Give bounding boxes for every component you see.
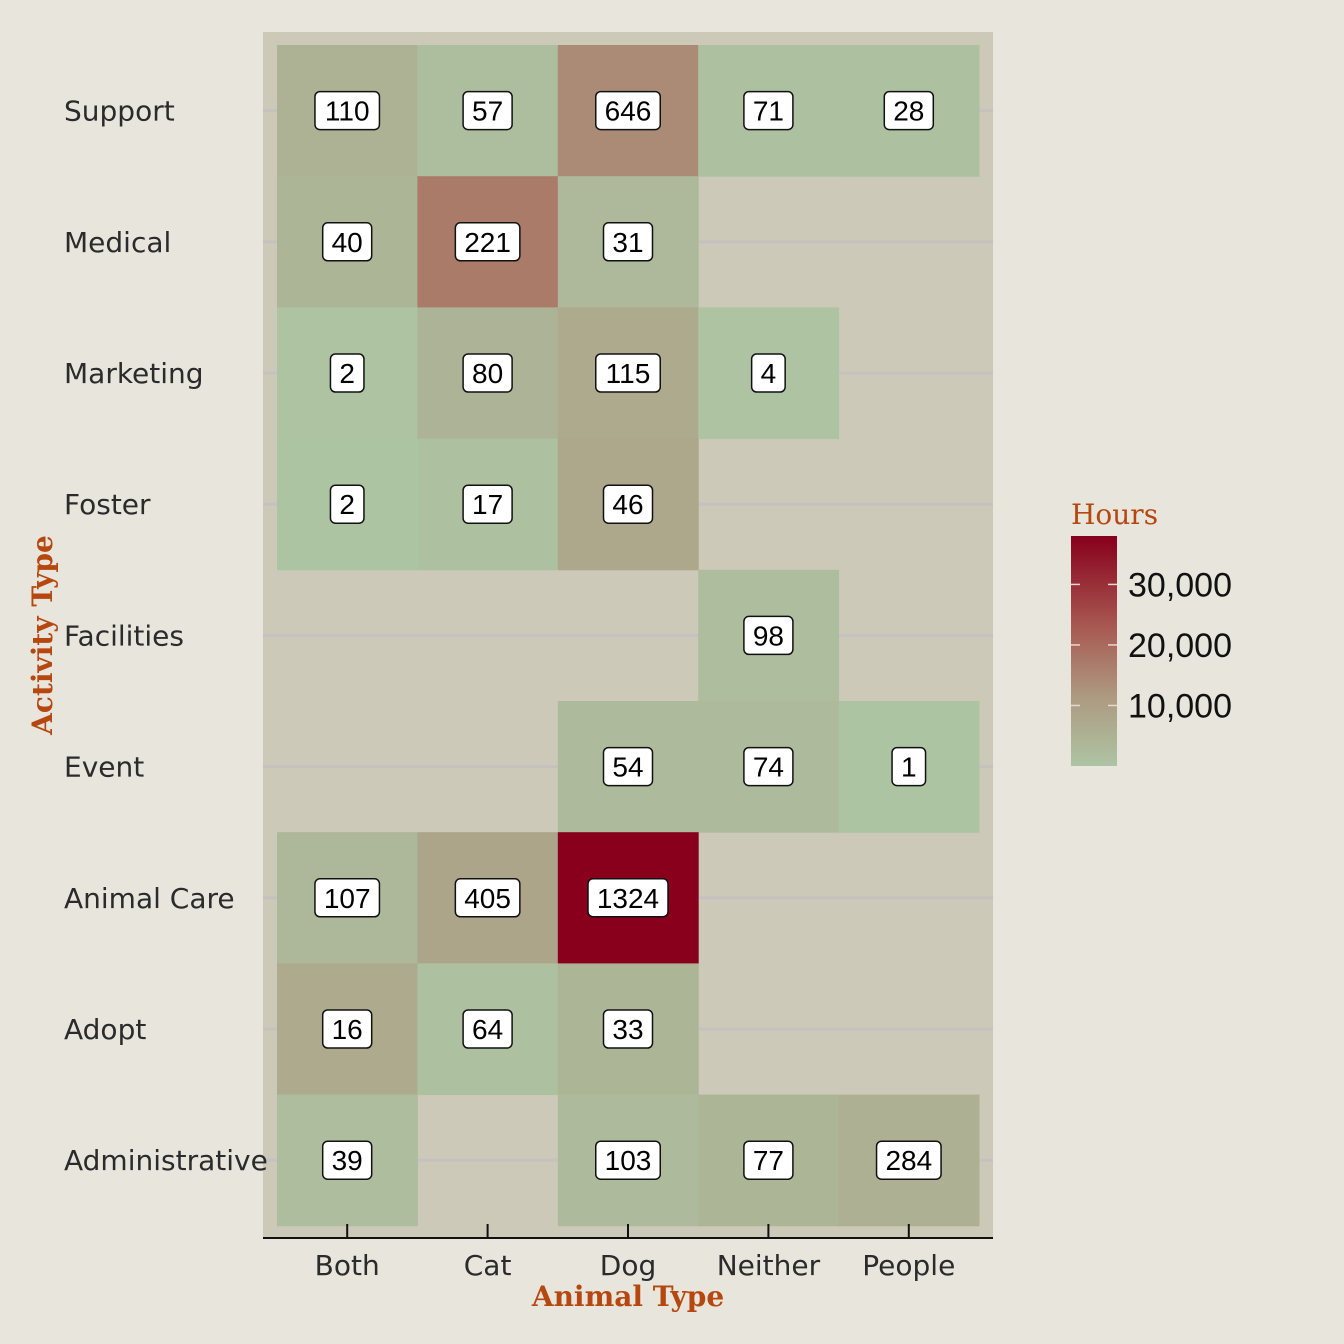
y-tick-label: Facilities <box>64 619 184 652</box>
cell-label-box <box>314 90 381 131</box>
color-legend: Hours 10,000 20,000 30,000 <box>1071 498 1232 766</box>
x-tick-label: Cat <box>464 1249 512 1282</box>
cell-label-box <box>602 222 654 262</box>
cell-label: 4 <box>761 358 777 389</box>
x-axis: Both Cat Dog Neither People <box>263 1224 993 1282</box>
cell-label: 2 <box>339 358 355 389</box>
y-axis-ticks: Administrative Adopt Animal Care Event Facil… <box>64 95 268 1178</box>
y-tick-label: Medical <box>64 226 171 259</box>
cell-label: 46 <box>612 489 643 520</box>
x-tick-label: People <box>862 1249 955 1282</box>
legend-tick-label: 20,000 <box>1128 627 1232 665</box>
cell-label: 77 <box>753 1145 784 1176</box>
cell-label-box <box>454 878 521 918</box>
cell-label: 57 <box>472 96 503 127</box>
x-axis-title: Animal Type <box>531 1280 724 1313</box>
legend-title: Hours <box>1071 498 1158 531</box>
legend-tick-label: 30,000 <box>1128 566 1232 604</box>
cell-label-box <box>595 90 661 131</box>
cell-label-box <box>321 1140 373 1180</box>
legend-colorbar <box>1071 536 1117 766</box>
cell-label-box <box>602 1009 654 1049</box>
cell-label: 103 <box>605 1145 652 1176</box>
cell-labels: 110 57 646 71 28 40 221 31 2 80 115 4 2 17 46 98 54 74 1 10… <box>314 90 942 1180</box>
cell-label-box <box>321 1009 373 1049</box>
cell-label: 1 <box>901 752 917 783</box>
cell-label-box <box>329 353 365 393</box>
y-axis-title: Activity Type <box>26 535 59 736</box>
cell-label-box <box>743 1140 794 1180</box>
cell-label-box <box>891 746 927 787</box>
cell-label: 2 <box>339 489 355 520</box>
x-tick-label: Dog <box>600 1249 656 1282</box>
cell-label: 40 <box>332 227 363 258</box>
cell-label-box <box>321 222 373 262</box>
x-tick-label: Both <box>315 1249 380 1282</box>
cell-label-box <box>314 878 381 918</box>
cell-label-box <box>329 484 365 524</box>
cell-label-box <box>743 746 794 787</box>
legend-tick-label: 10,000 <box>1128 687 1232 725</box>
y-tick-label: Adopt <box>64 1013 146 1046</box>
cell-label-box <box>602 484 654 524</box>
cell-label: 28 <box>893 96 924 127</box>
cell-label-box <box>743 615 794 656</box>
cell-label: 54 <box>612 752 643 783</box>
y-tick-label: Support <box>64 95 175 128</box>
cell-label: 71 <box>753 96 784 127</box>
cell-label-box <box>595 1140 661 1180</box>
cell-label: 74 <box>753 752 784 783</box>
cell-label-box <box>883 90 935 131</box>
y-tick-label: Animal Care <box>64 882 235 915</box>
y-tick-label: Event <box>64 751 144 784</box>
cell-label: 107 <box>324 883 371 914</box>
cell-label: 405 <box>464 883 511 914</box>
cell-label-box <box>587 878 669 918</box>
cell-label-box <box>743 90 794 131</box>
cell-label: 98 <box>753 620 784 651</box>
cell-label-box <box>462 90 513 131</box>
cell-label: 646 <box>605 96 652 127</box>
y-tick-label: Administrative <box>64 1144 268 1177</box>
cell-label: 1324 <box>597 883 659 914</box>
y-tick-label: Foster <box>64 488 151 521</box>
cell-label-box <box>462 1009 513 1049</box>
cell-label: 17 <box>472 489 503 520</box>
cell-label: 33 <box>612 1014 643 1045</box>
cell-label-box <box>750 353 786 393</box>
cell-label: 110 <box>325 96 370 127</box>
cell-label: 80 <box>472 358 503 389</box>
cell-label: 39 <box>332 1145 363 1176</box>
cell-label: 31 <box>612 227 643 258</box>
cell-label-box <box>875 1140 942 1180</box>
cell-label-box <box>462 484 513 524</box>
cell-label: 284 <box>885 1145 932 1176</box>
heatmap-cells <box>277 45 980 1227</box>
cell-label-box <box>454 222 521 262</box>
cell-label: 221 <box>464 227 511 258</box>
y-tick-label: Marketing <box>64 357 204 390</box>
legend-ticks: 10,000 20,000 30,000 <box>1071 566 1232 725</box>
cell-label: 16 <box>332 1014 363 1045</box>
cell-label-box <box>602 746 654 787</box>
x-tick-label: Neither <box>717 1249 821 1282</box>
cell-label-box <box>462 353 513 393</box>
cell-label-box <box>595 353 661 393</box>
cell-label: 115 <box>606 358 651 389</box>
cell-label: 64 <box>472 1014 503 1045</box>
